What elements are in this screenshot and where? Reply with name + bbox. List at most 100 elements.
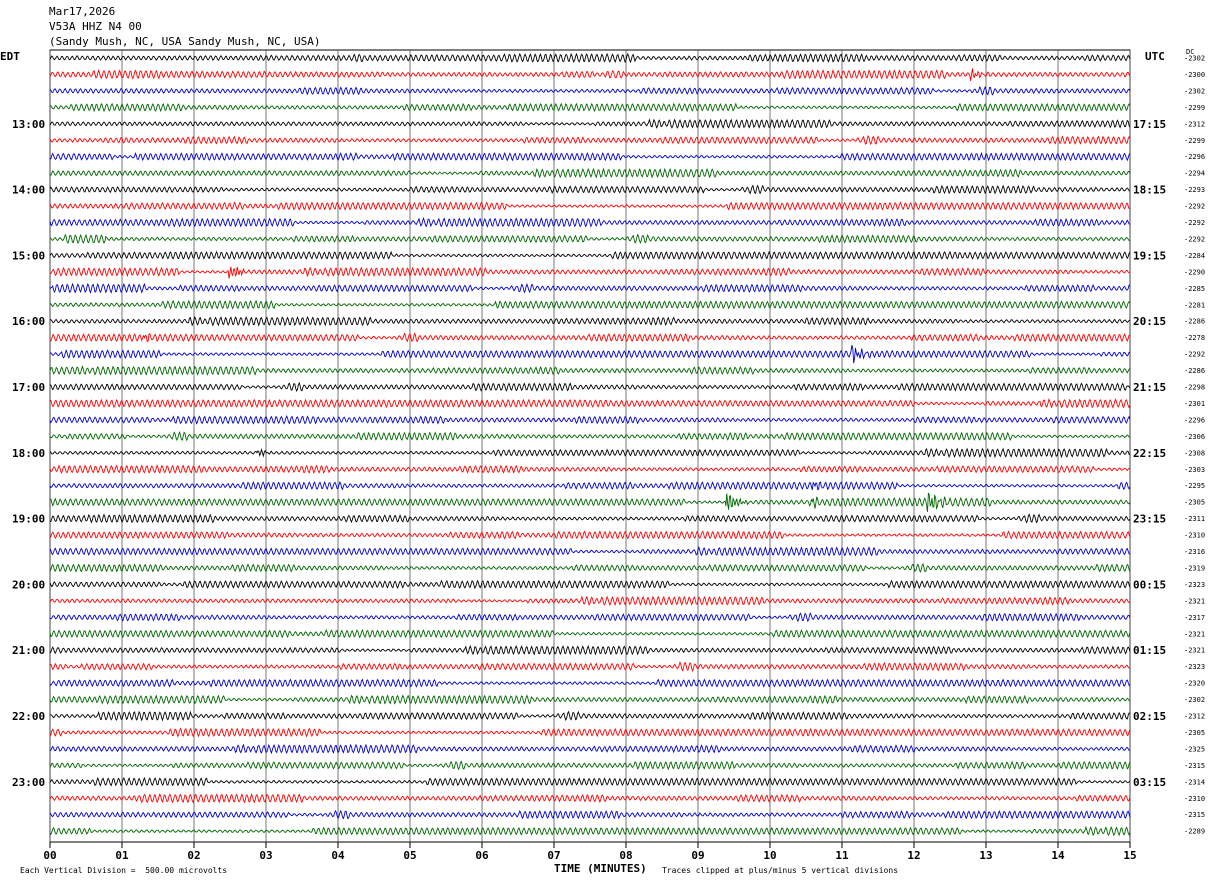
- x-tick-label: 04: [331, 849, 345, 862]
- dc-offset-label: -2315: [1184, 811, 1205, 819]
- trace-line: [49, 825, 1131, 837]
- x-tick-label: 15: [1123, 849, 1136, 862]
- trace-line: [49, 201, 1131, 211]
- dc-offset-label: -2294: [1184, 170, 1205, 178]
- trace-line: [49, 809, 1131, 820]
- trace-line: [49, 480, 1131, 491]
- trace-line: [49, 644, 1131, 656]
- dc-column-label: DC: [1186, 48, 1195, 56]
- x-tick-label: 09: [691, 849, 704, 862]
- x-tick-label: 06: [475, 849, 489, 862]
- trace-line: [49, 217, 1131, 228]
- x-tick-label: 03: [259, 849, 272, 862]
- dc-offset-label: -2320: [1184, 680, 1205, 688]
- x-tick-label: 05: [403, 849, 416, 862]
- trace-line: [49, 365, 1131, 376]
- edt-hour-label: 20:00: [12, 578, 45, 591]
- trace-line: [49, 102, 1131, 113]
- trace-line: [49, 52, 1131, 64]
- dc-offset-label: -2325: [1184, 745, 1205, 753]
- dc-offset-label: -2301: [1184, 400, 1205, 408]
- dc-offset-label: -2323: [1184, 581, 1205, 589]
- dc-offset-label: -2302: [1184, 696, 1205, 704]
- header-location: (Sandy Mush, NC, USA Sandy Mush, NC, USA…: [49, 35, 321, 48]
- dc-offset-label: -2321: [1184, 597, 1205, 605]
- x-tick-label: 10: [763, 849, 776, 862]
- dc-offset-label: -2321: [1184, 630, 1205, 638]
- utc-hour-label: 18:15: [1133, 184, 1166, 197]
- dc-offset-label: -2286: [1184, 318, 1205, 326]
- scale-note: Each Vertical Division = 500.00 microvol…: [20, 866, 228, 875]
- trace-line: [49, 661, 1131, 673]
- dc-offset-label: -2293: [1184, 186, 1205, 194]
- trace-line: [49, 710, 1131, 722]
- trace-line: [49, 776, 1131, 787]
- trace-line: [49, 332, 1131, 343]
- trace-line: [49, 513, 1131, 524]
- trace-line: [49, 397, 1131, 409]
- dc-offset-label: -2300: [1184, 71, 1205, 79]
- edt-hour-label: 14:00: [12, 184, 45, 197]
- edt-hour-label: 21:00: [12, 644, 45, 657]
- utc-hour-label: 02:15: [1133, 710, 1166, 723]
- trace-line: [49, 562, 1131, 574]
- trace-line: [49, 492, 1131, 512]
- dc-offset-label: -2281: [1184, 301, 1205, 309]
- dc-offset-label: -2286: [1184, 367, 1205, 375]
- trace-line: [49, 68, 1131, 81]
- utc-hour-label: 20:15: [1133, 315, 1166, 328]
- utc-hour-label: 19:15: [1133, 249, 1166, 262]
- dc-offset-label: -2311: [1184, 515, 1205, 523]
- trace-line: [49, 793, 1131, 804]
- dc-offset-label: -2292: [1184, 235, 1205, 243]
- dc-offset-label: -2321: [1184, 647, 1205, 655]
- dc-offset-label: -2317: [1184, 614, 1205, 622]
- dc-offset-label: -2306: [1184, 433, 1205, 441]
- dc-offset-label: -2292: [1184, 219, 1205, 227]
- x-axis-title: TIME (MINUTES): [554, 862, 647, 875]
- trace-line: [49, 266, 1130, 279]
- dc-offset-label: -2292: [1184, 351, 1205, 359]
- utc-hour-label: 01:15: [1133, 644, 1166, 657]
- edt-hour-label: 22:00: [12, 710, 45, 723]
- trace-line: [49, 694, 1131, 705]
- dc-offset-label: -2319: [1184, 564, 1205, 572]
- utc-hour-label: 23:15: [1133, 513, 1166, 526]
- dc-offset-label: -2314: [1184, 778, 1205, 786]
- trace-line: [49, 381, 1131, 393]
- dc-offset-label: -2312: [1184, 120, 1205, 128]
- plot-frame: [49, 49, 1131, 843]
- utc-hour-label: 00:15: [1133, 578, 1166, 591]
- dc-offset-label: -2284: [1184, 252, 1205, 260]
- trace-line: [49, 344, 1131, 364]
- x-tick-label: 12: [907, 849, 920, 862]
- x-tick-label: 00: [43, 849, 56, 862]
- trace-line: [49, 250, 1131, 261]
- x-tick-label: 07: [547, 849, 560, 862]
- utc-hour-label: 17:15: [1133, 118, 1166, 131]
- trace-line: [49, 579, 1131, 590]
- edt-hour-label: 18:00: [12, 447, 45, 460]
- edt-hour-label: 19:00: [12, 513, 45, 526]
- x-tick-label: 11: [835, 849, 849, 862]
- dc-offset-label: -2302: [1184, 55, 1205, 63]
- trace-line: [49, 595, 1131, 607]
- header-station: V53A HHZ N4 00: [49, 20, 142, 33]
- dc-offset-label: -2296: [1184, 416, 1205, 424]
- trace-line: [49, 167, 1131, 179]
- trace-line: [49, 415, 1131, 425]
- trace-line: [49, 86, 1131, 96]
- trace-line: [49, 233, 1131, 245]
- trace-line: [49, 184, 1131, 195]
- dc-offset-label: -2305: [1184, 729, 1205, 737]
- edt-hour-label: 17:00: [12, 381, 45, 394]
- trace-line: [49, 315, 1131, 327]
- trace-line: [49, 612, 1131, 623]
- dc-offset-label: -2299: [1184, 137, 1205, 145]
- trace-line: [49, 430, 1131, 442]
- trace-line: [49, 546, 1131, 557]
- trace-line: [49, 299, 1131, 310]
- trace-line: [49, 151, 1131, 162]
- dc-offset-label: -2292: [1184, 203, 1205, 211]
